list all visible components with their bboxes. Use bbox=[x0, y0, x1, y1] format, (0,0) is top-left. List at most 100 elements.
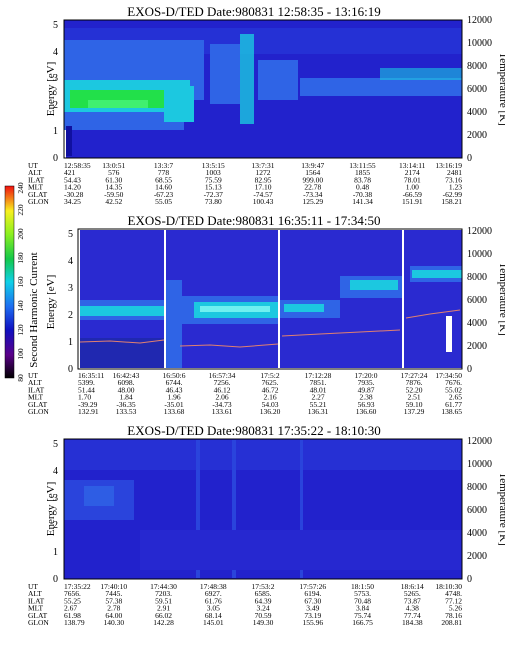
panel-2-y2-axis-label: Temperature [K] bbox=[497, 262, 505, 335]
table-cell: 73.16 bbox=[445, 175, 462, 184]
table-cell: 133.68 bbox=[164, 407, 185, 416]
panel-2-y-axis-label: Energy [eV] bbox=[45, 275, 57, 329]
table-cell: 6585. bbox=[255, 589, 272, 598]
table-cell: 61.98 bbox=[64, 611, 81, 620]
table-cell: 0.48 bbox=[356, 183, 369, 192]
table-cell: 18:10:30 bbox=[435, 582, 462, 591]
y-tick-label: 5 bbox=[53, 439, 58, 450]
y2-tick-label: 2000 bbox=[467, 551, 487, 562]
table-row-label: GLON bbox=[28, 618, 49, 627]
table-row-label: MLT bbox=[28, 393, 44, 402]
table-cell: 125.29 bbox=[302, 197, 323, 206]
table-row-label: ILAT bbox=[28, 175, 45, 184]
table-cell: 2.51 bbox=[407, 393, 420, 402]
table-cell: 57.38 bbox=[105, 596, 122, 605]
table-cell: 64.00 bbox=[105, 611, 122, 620]
table-cell: 2174 bbox=[405, 168, 420, 177]
table-row-label: UT bbox=[28, 161, 38, 170]
table-cell: 138.65 bbox=[441, 407, 462, 416]
table-cell: 16:35:11 bbox=[78, 371, 105, 380]
table-cell: 51.44 bbox=[78, 385, 95, 394]
y2-tick-label: 10000 bbox=[467, 38, 492, 49]
table-cell: 17:27:24 bbox=[401, 371, 428, 380]
table-cell: 1.96 bbox=[167, 393, 180, 402]
table-cell: 6744. bbox=[166, 378, 183, 387]
panel-1-spectrogram bbox=[62, 28, 462, 158]
table-cell: 17.10 bbox=[255, 183, 272, 192]
table-cell: 54.03 bbox=[262, 400, 279, 409]
table-cell: -72.37 bbox=[204, 190, 224, 199]
table-cell: 7935. bbox=[358, 378, 375, 387]
panel-1-y-axis-label: Energy [eV] bbox=[45, 62, 57, 116]
table-cell: 13:7:31 bbox=[252, 161, 275, 170]
y-tick-label: 0 bbox=[53, 153, 58, 164]
table-cell: 6194. bbox=[304, 589, 321, 598]
table-cell: 2.78 bbox=[107, 604, 120, 613]
table-cell: 49.87 bbox=[358, 385, 375, 394]
table-cell: 5265. bbox=[404, 589, 421, 598]
table-cell: -67.23 bbox=[154, 190, 174, 199]
table-cell: 16:57:34 bbox=[209, 371, 236, 380]
table-cell: -73.34 bbox=[303, 190, 323, 199]
table-cell: 17:44:30 bbox=[150, 582, 177, 591]
table-cell: 140.30 bbox=[103, 618, 124, 627]
colorbar-tick-label: 100 bbox=[16, 348, 25, 360]
table-cell: 2.65 bbox=[449, 393, 462, 402]
table-cell: 778 bbox=[158, 168, 170, 177]
table-cell: -66.59 bbox=[403, 190, 423, 199]
table-cell: 73.19 bbox=[304, 611, 321, 620]
y-tick-label: 4 bbox=[53, 466, 58, 477]
table-row-label: GLAT bbox=[28, 400, 48, 409]
table-cell: 166.75 bbox=[352, 618, 373, 627]
table-row-label: ALT bbox=[28, 589, 42, 598]
table-cell: 137.29 bbox=[404, 407, 425, 416]
panel-1-right-axis: 0 2000 4000 6000 8000 10000 12000 bbox=[467, 15, 492, 164]
table-cell: 1.00 bbox=[406, 183, 419, 192]
table-cell: 1564 bbox=[305, 168, 320, 177]
y2-tick-label: 2000 bbox=[467, 130, 487, 141]
table-cell: 7876. bbox=[406, 378, 423, 387]
y2-tick-label: 12000 bbox=[467, 15, 492, 26]
y2-tick-label: 8000 bbox=[467, 482, 487, 493]
table-cell: 5.26 bbox=[449, 604, 462, 613]
table-cell: 78.16 bbox=[445, 611, 462, 620]
colorbar-gradient bbox=[4, 185, 15, 379]
table-cell: 576 bbox=[108, 168, 120, 177]
y-tick-label: 2 bbox=[53, 520, 58, 531]
colorbar-tick-label: 200 bbox=[16, 228, 25, 240]
table-cell: 17:35:22 bbox=[64, 582, 91, 591]
y-tick-label: 2 bbox=[68, 310, 73, 321]
table-cell: -34.73 bbox=[212, 400, 232, 409]
table-cell: 67.30 bbox=[304, 596, 321, 605]
y2-tick-label: 6000 bbox=[467, 84, 487, 95]
table-cell: 1.23 bbox=[449, 183, 462, 192]
table-cell: 17:34:50 bbox=[435, 371, 462, 380]
table-cell: 2.16 bbox=[263, 393, 276, 402]
table-cell: 18:6:14 bbox=[401, 582, 424, 591]
table-cell: 7445. bbox=[105, 589, 122, 598]
y2-tick-label: 10000 bbox=[467, 459, 492, 470]
table-cell: 75.74 bbox=[354, 611, 371, 620]
y2-tick-label: 6000 bbox=[467, 505, 487, 516]
table-cell: 4748. bbox=[445, 589, 462, 598]
y2-tick-label: 0 bbox=[467, 153, 472, 164]
table-cell: 13:16:19 bbox=[435, 161, 462, 170]
colorbar-tick-label: 120 bbox=[16, 324, 25, 336]
panel-3-title: EXOS-D/TED Date:980831 17:35:22 - 18:10:… bbox=[127, 423, 380, 438]
table-cell: 77.74 bbox=[404, 611, 421, 620]
y2-tick-label: 8000 bbox=[467, 272, 487, 283]
table-cell: 7256. bbox=[214, 378, 231, 387]
table-cell: 14.35 bbox=[105, 183, 122, 192]
panel-2-title: EXOS-D/TED Date:980831 16:35:11 - 17:34:… bbox=[128, 213, 381, 228]
panel-2: EXOS-D/TED Date:980831 16:35:11 - 17:34:… bbox=[28, 213, 505, 416]
table-cell: 136.31 bbox=[308, 407, 329, 416]
panel-2-left-axis: 0 1 2 3 4 5 bbox=[68, 229, 73, 375]
table-cell: 2.06 bbox=[215, 393, 228, 402]
table-cell: 22.78 bbox=[304, 183, 321, 192]
panel-1: EXOS-D/TED Date:980831 12:58:35 - 13:16:… bbox=[28, 4, 505, 206]
table-row-label: GLON bbox=[28, 197, 49, 206]
table-cell: 141.34 bbox=[352, 197, 373, 206]
y-tick-label: 3 bbox=[53, 73, 58, 84]
table-cell: 73.80 bbox=[205, 197, 222, 206]
